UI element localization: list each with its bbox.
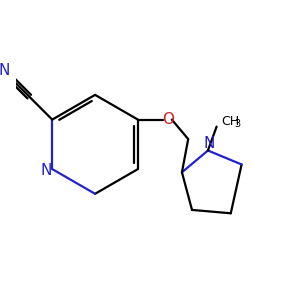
- Text: CH: CH: [222, 115, 240, 128]
- Text: 3: 3: [234, 119, 241, 129]
- Text: N: N: [40, 163, 52, 178]
- Text: O: O: [163, 112, 175, 127]
- Text: N: N: [0, 63, 10, 78]
- Text: N: N: [204, 136, 215, 151]
